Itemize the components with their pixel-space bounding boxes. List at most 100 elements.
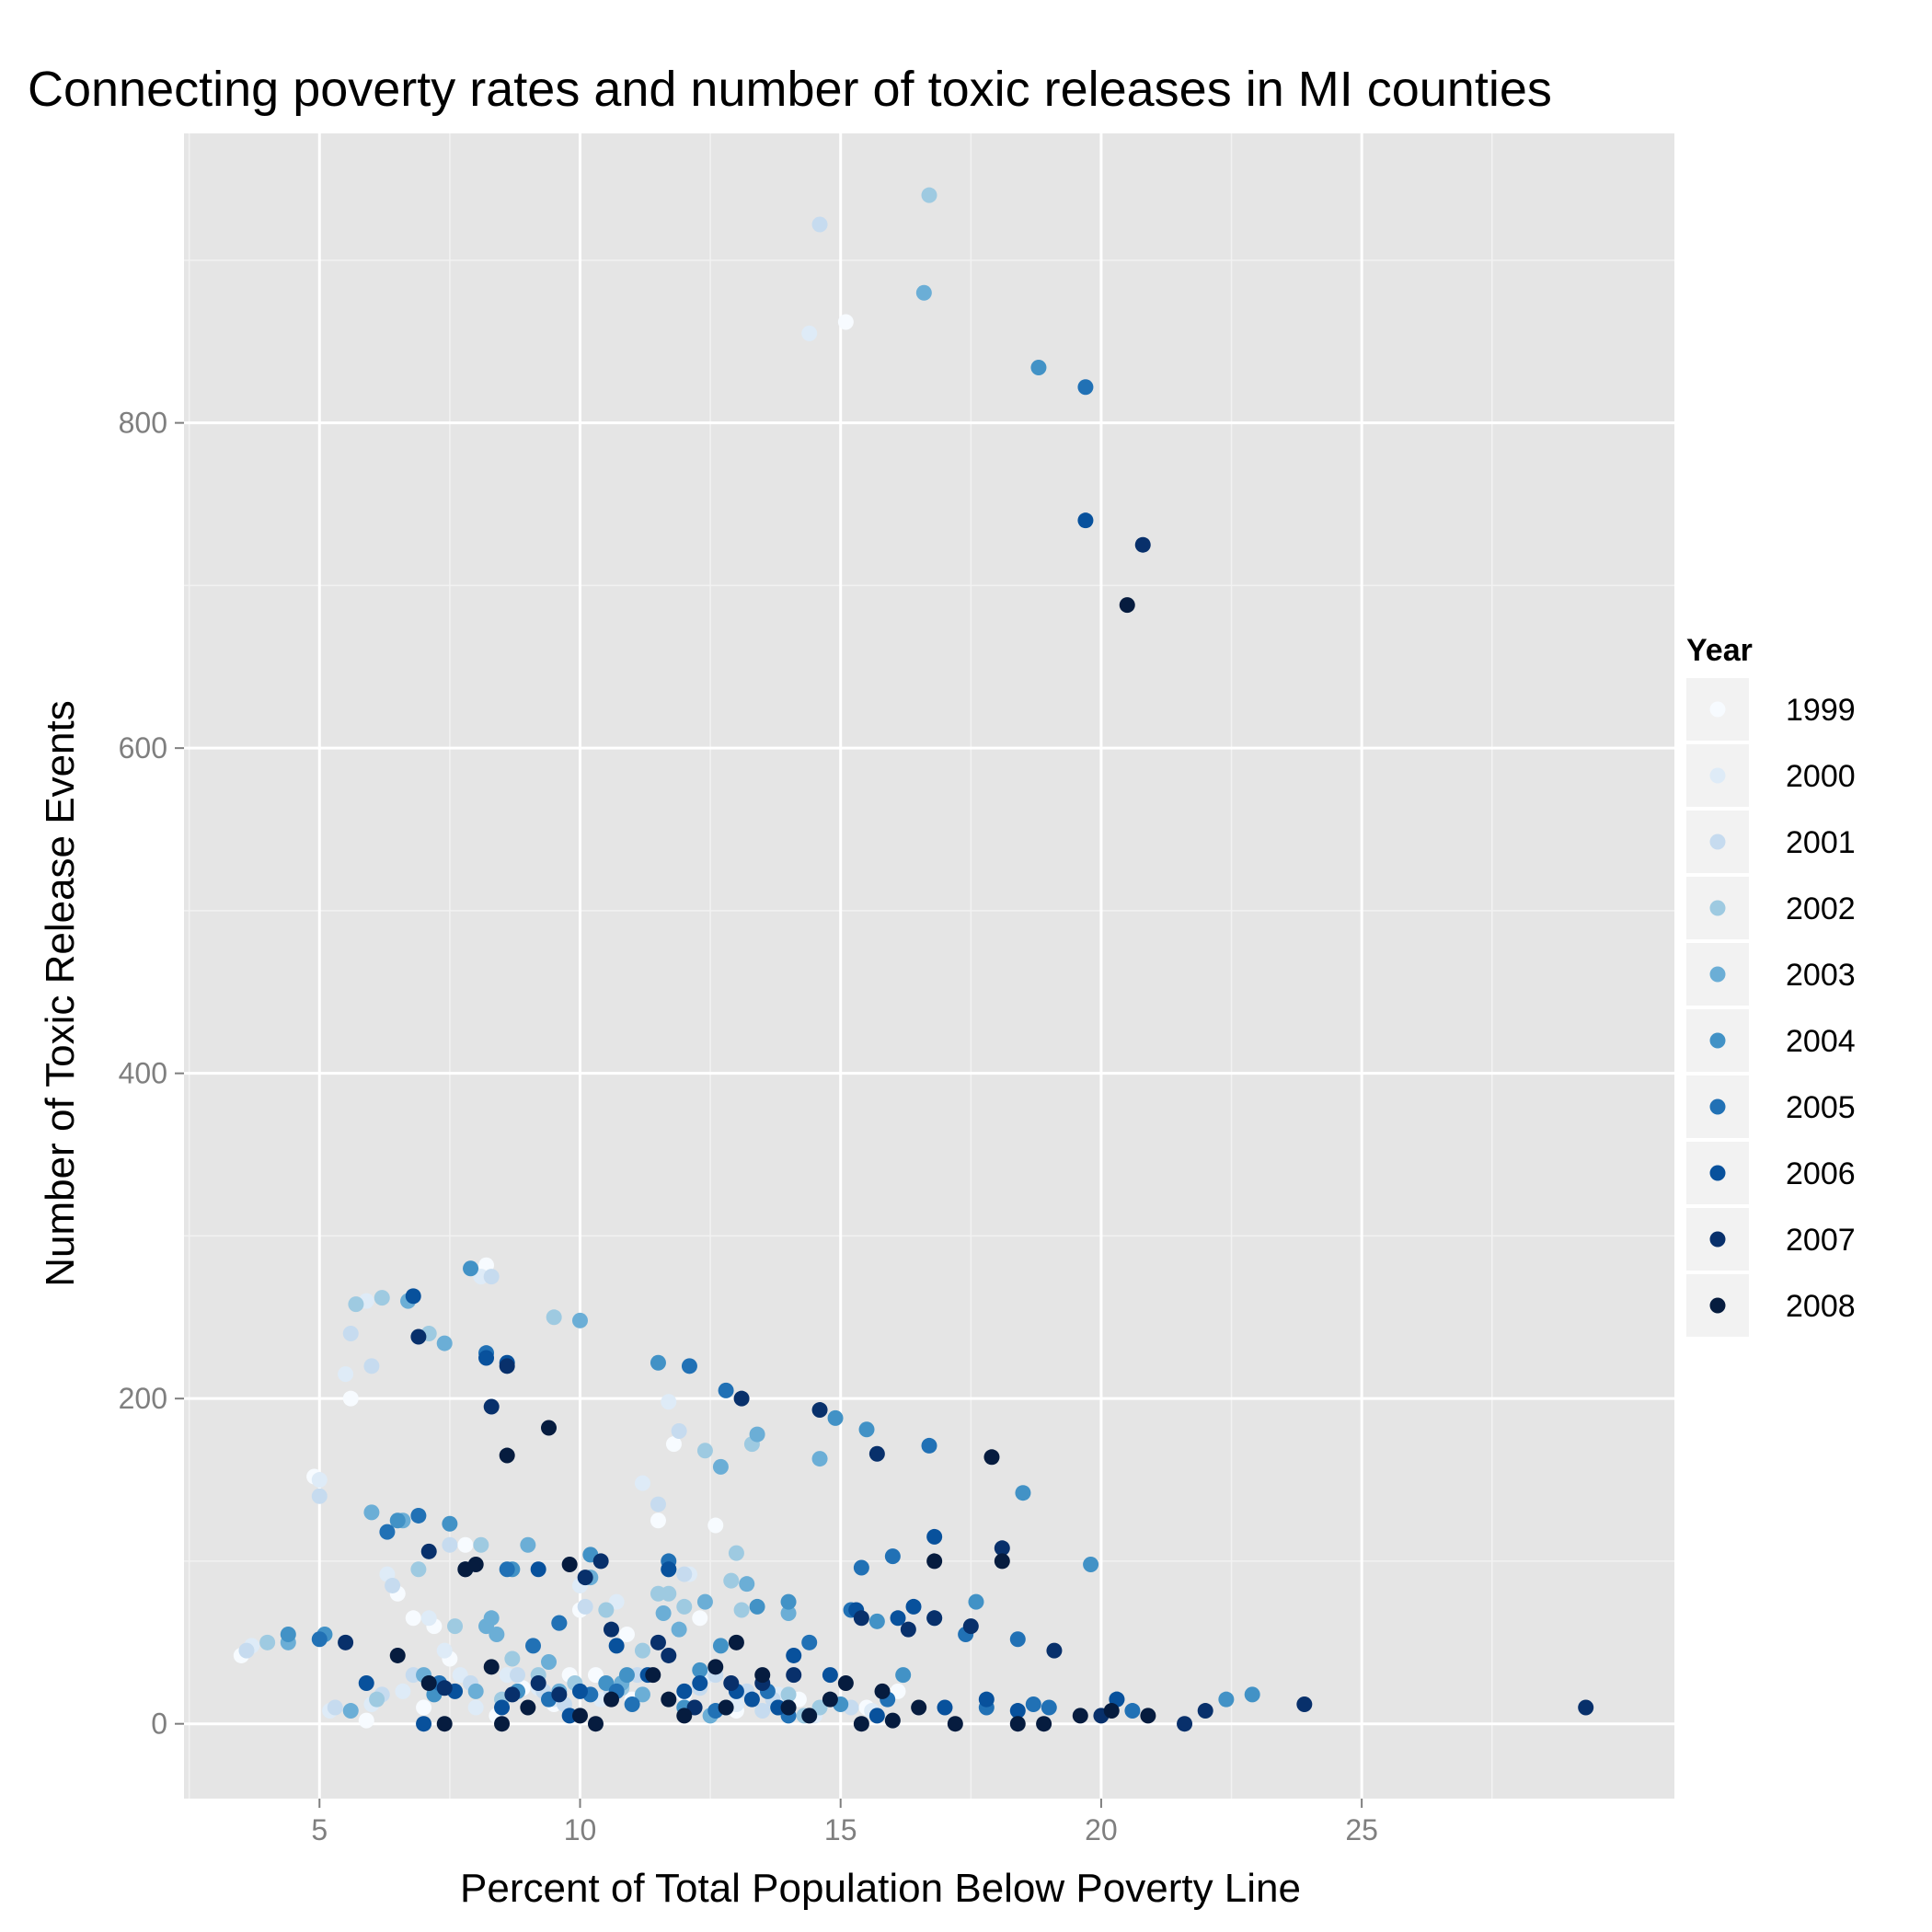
data-point xyxy=(541,1654,558,1671)
data-point xyxy=(374,1290,390,1306)
data-point xyxy=(1077,379,1094,396)
axis-ticks: 5 10 15 20 25 0 200 400 600 800 xyxy=(119,407,1378,1846)
data-point xyxy=(358,1675,374,1692)
data-point xyxy=(1218,1691,1235,1708)
data-point xyxy=(634,1642,650,1659)
data-point xyxy=(837,314,854,330)
data-point xyxy=(650,1354,666,1371)
data-point xyxy=(1036,1716,1052,1732)
data-point xyxy=(811,216,828,233)
legend-item-2002: 2002 xyxy=(1686,877,1856,939)
data-point xyxy=(650,1512,666,1529)
data-point xyxy=(499,1358,515,1374)
data-point xyxy=(895,1667,912,1684)
data-point xyxy=(587,1716,604,1732)
data-point xyxy=(900,1621,916,1638)
data-point xyxy=(624,1696,640,1712)
data-point xyxy=(473,1536,489,1553)
data-point xyxy=(712,1458,729,1475)
data-point xyxy=(983,1449,1000,1466)
data-point xyxy=(494,1699,511,1716)
data-point xyxy=(395,1683,411,1699)
data-point xyxy=(827,1409,844,1426)
data-point xyxy=(801,1708,818,1724)
data-point xyxy=(811,1451,828,1467)
data-points xyxy=(233,187,1594,1732)
data-point xyxy=(926,1553,943,1570)
legend-swatch xyxy=(1709,834,1726,850)
data-point xyxy=(676,1566,693,1582)
data-point xyxy=(1177,1716,1193,1732)
legend-swatch xyxy=(1709,701,1726,718)
series-2008 xyxy=(389,597,1156,1732)
data-point xyxy=(822,1667,838,1684)
data-point xyxy=(416,1699,432,1716)
data-point xyxy=(238,1642,255,1659)
legend-item-1999: 1999 xyxy=(1686,678,1856,741)
data-point xyxy=(868,1445,885,1462)
data-point xyxy=(348,1296,364,1313)
data-point xyxy=(911,1699,927,1716)
data-point xyxy=(592,1553,609,1570)
data-point xyxy=(541,1420,558,1436)
legend-item-2001: 2001 xyxy=(1686,811,1856,873)
data-point xyxy=(342,1390,359,1407)
data-point xyxy=(311,1472,328,1489)
data-point xyxy=(551,1615,568,1631)
legend-item-2004: 2004 xyxy=(1686,1009,1856,1072)
data-point xyxy=(874,1683,891,1699)
x-axis-title: Percent of Total Population Below Povert… xyxy=(460,1866,1301,1911)
data-point xyxy=(858,1421,875,1438)
y-tick-label: 600 xyxy=(119,731,167,765)
data-point xyxy=(634,1475,650,1491)
data-point xyxy=(608,1638,625,1654)
legend-item-2005: 2005 xyxy=(1686,1075,1856,1138)
data-point xyxy=(978,1691,995,1708)
data-point xyxy=(410,1507,427,1524)
data-point xyxy=(420,1543,437,1559)
data-point xyxy=(259,1634,276,1650)
legend-swatch xyxy=(1709,1297,1726,1314)
data-point xyxy=(520,1699,536,1716)
data-point xyxy=(405,1610,421,1627)
data-point xyxy=(696,1443,713,1459)
data-point xyxy=(510,1667,526,1684)
data-point xyxy=(311,1631,328,1648)
x-tick-label: 5 xyxy=(311,1813,328,1846)
data-point xyxy=(661,1561,677,1578)
data-point xyxy=(650,1634,666,1650)
data-point xyxy=(707,1517,724,1534)
data-point xyxy=(483,1610,500,1627)
data-point xyxy=(780,1699,797,1716)
data-point xyxy=(1009,1703,1026,1719)
data-point xyxy=(962,1618,979,1635)
data-point xyxy=(645,1667,661,1684)
data-point xyxy=(1296,1696,1313,1712)
data-point xyxy=(410,1561,427,1578)
data-point xyxy=(494,1716,511,1732)
legend-label: 2002 xyxy=(1786,891,1856,926)
legend-item-2006: 2006 xyxy=(1686,1142,1856,1204)
data-point xyxy=(342,1703,359,1719)
data-point xyxy=(676,1683,693,1699)
data-point xyxy=(420,1675,437,1692)
data-point xyxy=(655,1604,672,1621)
legend-item-2008: 2008 xyxy=(1686,1274,1856,1337)
data-point xyxy=(483,1398,500,1415)
x-tick-label: 10 xyxy=(564,1813,597,1846)
legend-title: Year xyxy=(1686,633,1753,668)
data-point xyxy=(853,1610,869,1627)
data-point xyxy=(905,1598,922,1615)
data-point xyxy=(379,1524,396,1540)
data-point xyxy=(525,1638,542,1654)
data-point xyxy=(530,1561,546,1578)
data-point xyxy=(723,1675,740,1692)
data-point xyxy=(436,1642,453,1659)
data-point xyxy=(661,1647,677,1663)
legend-swatch xyxy=(1709,1098,1726,1115)
data-point xyxy=(436,1335,453,1351)
data-point xyxy=(338,1634,354,1650)
data-point xyxy=(598,1602,615,1618)
legend-swatch xyxy=(1709,1231,1726,1248)
